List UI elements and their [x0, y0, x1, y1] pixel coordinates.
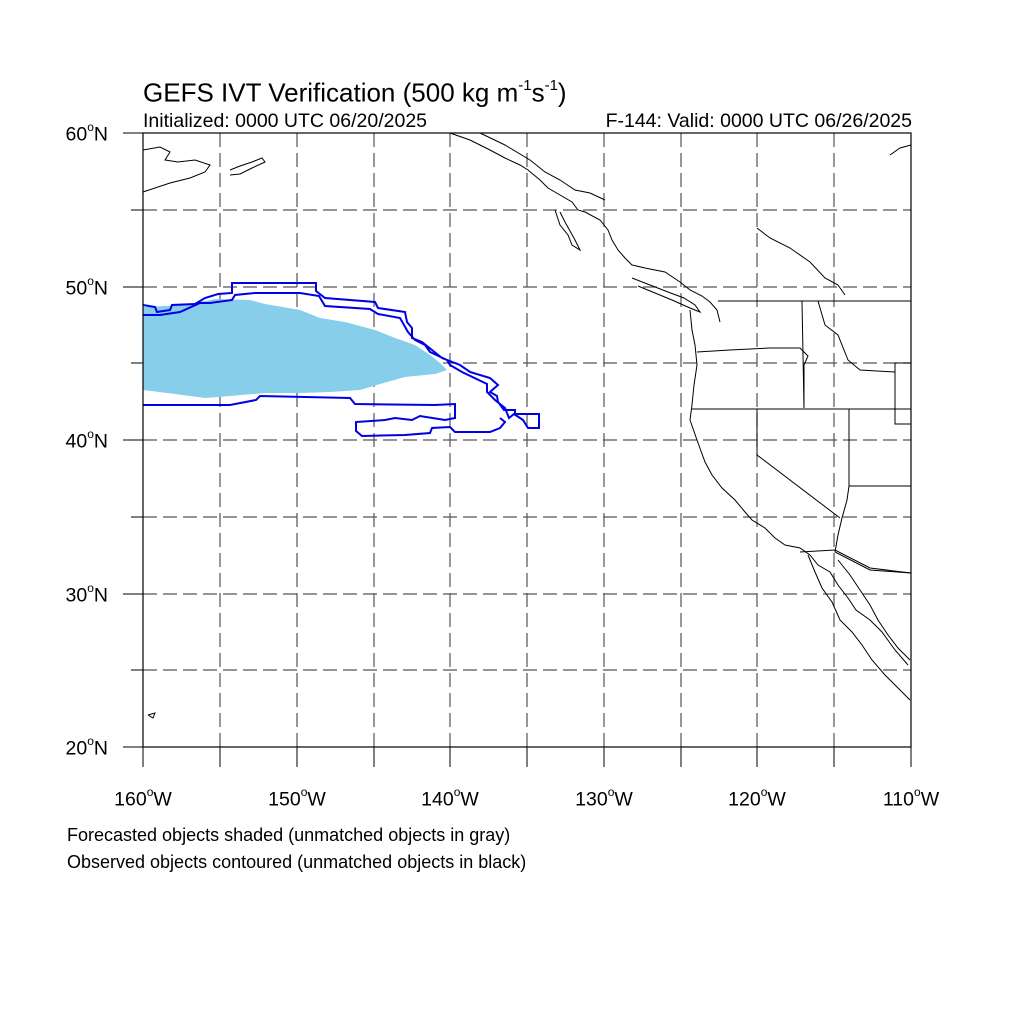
alaska-coast	[142, 146, 211, 193]
lon-label-160w: 160oW	[114, 785, 172, 811]
bc-islands	[554, 209, 582, 252]
observed-objects	[142, 282, 540, 438]
valid-time-label: F-144: Valid: 0000 UTC 06/26/2025	[605, 110, 912, 132]
observed-footnote: Observed objects contoured (unmatched ob…	[67, 852, 527, 872]
gulf-of-california-east	[837, 559, 911, 661]
lat-label-60n: 60oN	[65, 120, 108, 146]
forecast-object-shaded	[143, 299, 447, 398]
alaska-islands	[229, 157, 266, 176]
title-text-mid: s	[531, 77, 545, 108]
forecast-footnote: Forecasted objects shaded (unmatched obj…	[67, 825, 511, 845]
washington-oregon-border	[696, 347, 809, 408]
baja-california	[807, 554, 911, 701]
chart-title: GEFS IVT Verification (500 kg m-1s-1)	[143, 70, 567, 111]
title-sup-1: -1	[518, 77, 532, 94]
title-text: GEFS IVT Verification (500 kg m	[143, 77, 519, 108]
idaho-border	[801, 300, 805, 409]
lat-label-40n: 40oN	[65, 427, 108, 453]
title-text-suffix: )	[557, 77, 567, 108]
graticule	[143, 133, 911, 747]
lon-label-130w: 130oW	[575, 785, 633, 811]
canada-interior	[756, 227, 846, 296]
lon-label-120w: 120oW	[728, 785, 786, 811]
lon-label-140w: 140oW	[421, 785, 479, 811]
hudson-coast	[889, 144, 912, 156]
axis-ticks	[123, 132, 912, 767]
title-sup-2: -1	[544, 77, 558, 94]
lat-label-30n: 30oN	[65, 581, 108, 607]
coastlines	[142, 132, 912, 719]
utah-border	[848, 409, 911, 487]
mexico-border	[799, 549, 912, 574]
lon-label-110w: 110oW	[882, 785, 940, 811]
wyoming-border	[894, 362, 912, 425]
lat-label-20n: 20oN	[65, 734, 108, 760]
lat-label-50n: 50oN	[65, 274, 108, 300]
observed-contour-main	[142, 282, 540, 429]
vancouver-island	[631, 277, 702, 314]
us-west-coast	[689, 309, 909, 666]
nevada-border	[756, 409, 841, 519]
arizona-border	[834, 485, 912, 574]
lon-label-150w: 150oW	[268, 785, 326, 811]
idaho-montana-border	[817, 300, 896, 373]
initialized-label: Initialized: 0000 UTC 06/20/2025	[143, 110, 428, 132]
observed-contour-south	[143, 394, 507, 438]
hawaii-islands	[147, 712, 156, 719]
se-alaska-bc-coast	[449, 132, 721, 323]
alaska-southeast-inner	[479, 132, 606, 201]
